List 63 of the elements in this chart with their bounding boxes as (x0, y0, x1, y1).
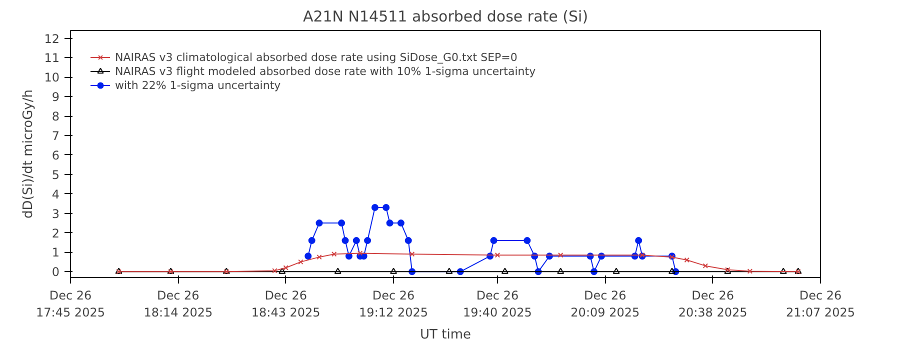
y-tick-label: 2 (52, 226, 60, 240)
x-axis-title: UT time (420, 327, 471, 342)
legend-label: NAIRAS v3 flight modeled absorbed dose rate with 10% 1-sigma uncertainty (115, 64, 536, 78)
point (404, 237, 412, 244)
y-tick-label: 5 (52, 168, 60, 182)
y-tick-label: 1 (52, 246, 60, 260)
y-tick-label: 8 (52, 110, 60, 124)
point (390, 268, 398, 274)
point (702, 263, 708, 268)
point (557, 268, 564, 274)
y-tick-label: 7 (52, 129, 60, 144)
point (357, 250, 363, 256)
y-tick-label: 9 (52, 90, 60, 104)
x-tick-label: Dec 26 21:07 2025 (786, 288, 855, 320)
point (316, 220, 323, 227)
point (278, 268, 286, 274)
point (331, 252, 337, 257)
y-tick-label: 0 (52, 265, 60, 280)
point (747, 268, 753, 274)
point (668, 268, 676, 274)
x-tick-label: Dec 26 19:40 2025 (463, 288, 532, 320)
point (446, 268, 453, 274)
point (612, 268, 620, 274)
point (501, 268, 508, 274)
y-tick-label: 6 (52, 148, 60, 162)
point (352, 237, 360, 244)
point (342, 237, 349, 244)
chart-title: A21N N14511 absorbed dose rate (Si) (302, 8, 588, 26)
point (272, 268, 278, 274)
legend-label: NAIRAS v3 climatological absorbed dose rate using SiDose_G0.txt SEP=0 (115, 50, 518, 64)
point (780, 268, 787, 274)
point (684, 257, 690, 263)
x-tick-label: Dec 26 18:14 2025 (144, 288, 213, 320)
y-tick-label: 11 (44, 51, 60, 66)
point (334, 268, 342, 274)
x-tick-label: Dec 26 19:12 2025 (359, 288, 428, 320)
point (298, 259, 304, 265)
point (386, 220, 394, 227)
x-tick-label: Dec 26 18:43 2025 (251, 288, 320, 320)
y-tick-label: 12 (44, 32, 60, 46)
y-tick-label: 10 (44, 70, 60, 85)
x-tick-label: Dec 26 17:45 2025 (36, 288, 105, 320)
point (316, 254, 322, 260)
point (524, 237, 531, 244)
y-axis-title: dD(Si)/dt microGy/h (21, 90, 36, 218)
point (371, 204, 378, 211)
point (304, 252, 312, 260)
y-tick-label: 3 (52, 206, 60, 221)
point (558, 252, 564, 258)
point (635, 237, 642, 244)
x-tick-label: Dec 26 20:38 2025 (678, 288, 748, 320)
x-tick-label: Dec 26 20:09 2025 (570, 288, 640, 320)
point (397, 220, 404, 227)
point (382, 204, 390, 211)
point (490, 237, 498, 244)
point (494, 252, 500, 258)
point (308, 237, 316, 244)
point (283, 265, 288, 270)
point (409, 252, 415, 257)
y-tick-label: 4 (52, 187, 60, 202)
legend-label: with 22% 1-sigma uncertainty (115, 78, 281, 92)
point (364, 237, 372, 244)
point (338, 220, 346, 227)
